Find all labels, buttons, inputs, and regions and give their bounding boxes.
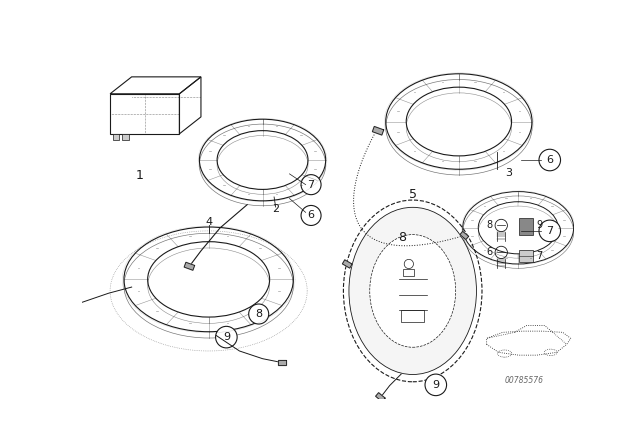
- Ellipse shape: [148, 241, 269, 317]
- Bar: [113, 134, 119, 140]
- Text: 9: 9: [432, 380, 440, 390]
- Polygon shape: [278, 360, 286, 365]
- Bar: [122, 134, 129, 140]
- Circle shape: [425, 374, 447, 396]
- Text: 7: 7: [307, 180, 315, 190]
- Bar: [110, 94, 179, 134]
- Polygon shape: [184, 263, 195, 270]
- Ellipse shape: [217, 131, 308, 190]
- Circle shape: [301, 206, 321, 225]
- Circle shape: [539, 220, 561, 241]
- Circle shape: [301, 175, 321, 195]
- Bar: [401, 310, 424, 322]
- Ellipse shape: [478, 202, 558, 254]
- Text: 4: 4: [205, 217, 212, 227]
- Text: 9: 9: [223, 332, 230, 342]
- Polygon shape: [372, 126, 384, 135]
- Text: 00785576: 00785576: [505, 376, 544, 385]
- Text: 7: 7: [546, 226, 554, 236]
- Text: 7: 7: [536, 251, 543, 261]
- Text: 3: 3: [506, 168, 513, 178]
- Text: 2: 2: [272, 204, 279, 214]
- Text: 8: 8: [255, 309, 262, 319]
- Polygon shape: [376, 393, 385, 402]
- Text: 8: 8: [398, 231, 406, 244]
- Text: 8: 8: [486, 220, 493, 230]
- Text: 5: 5: [409, 188, 417, 201]
- Text: 9: 9: [537, 220, 543, 230]
- Text: 1: 1: [136, 169, 143, 182]
- Circle shape: [539, 149, 561, 171]
- Bar: [403, 269, 414, 276]
- Text: 6: 6: [547, 155, 553, 165]
- Ellipse shape: [370, 235, 456, 347]
- Bar: [519, 218, 533, 235]
- Circle shape: [249, 304, 269, 324]
- Circle shape: [216, 326, 237, 348]
- Ellipse shape: [406, 87, 511, 156]
- Polygon shape: [460, 231, 468, 240]
- Circle shape: [390, 225, 414, 250]
- Ellipse shape: [349, 207, 476, 375]
- Text: 6: 6: [486, 247, 493, 258]
- Bar: [519, 250, 533, 263]
- Polygon shape: [342, 260, 352, 268]
- Text: 6: 6: [308, 211, 315, 220]
